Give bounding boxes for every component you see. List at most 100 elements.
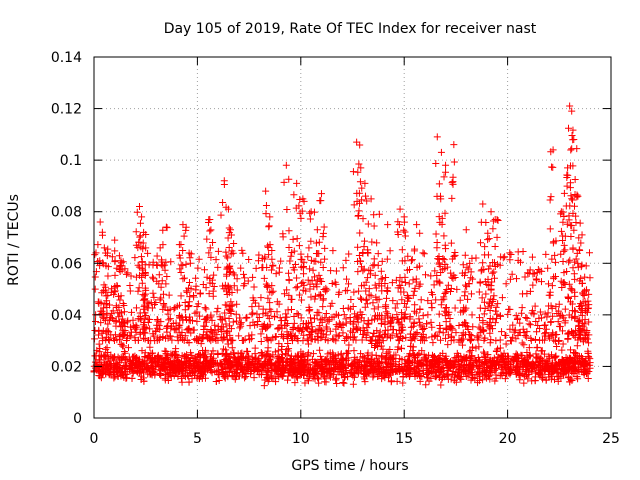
data-point — [107, 371, 115, 379]
data-point — [342, 315, 350, 323]
data-point — [167, 369, 175, 377]
data-point — [578, 360, 586, 368]
data-point — [523, 328, 531, 336]
data-point — [134, 365, 142, 373]
data-point — [185, 362, 193, 370]
data-point — [393, 377, 401, 385]
data-point — [195, 350, 203, 358]
data-point — [332, 374, 340, 382]
data-point — [531, 364, 539, 372]
data-point — [95, 372, 103, 380]
data-point — [468, 332, 476, 340]
data-point — [515, 371, 523, 379]
data-point — [278, 361, 286, 369]
data-point — [374, 362, 382, 370]
data-point — [186, 356, 194, 364]
data-point — [446, 364, 454, 372]
data-point — [374, 303, 382, 311]
data-point — [310, 370, 318, 378]
data-point — [250, 374, 258, 382]
data-point — [469, 343, 477, 351]
data-point — [553, 343, 561, 351]
data-point — [214, 367, 222, 375]
data-point — [208, 316, 216, 324]
data-point — [263, 368, 271, 376]
data-point — [525, 344, 533, 352]
data-point — [117, 340, 125, 348]
data-point — [573, 373, 581, 381]
data-point — [499, 254, 507, 262]
data-point — [149, 349, 157, 357]
data-point — [424, 297, 432, 305]
data-point — [121, 349, 129, 357]
data-point — [498, 294, 506, 302]
x-tick-label: 25 — [602, 431, 620, 447]
data-point — [398, 344, 406, 352]
data-point — [121, 356, 129, 364]
data-point — [480, 348, 488, 356]
data-point — [331, 361, 339, 369]
data-point — [505, 366, 513, 374]
data-point — [293, 364, 301, 372]
data-point — [428, 323, 436, 331]
data-point — [498, 328, 506, 336]
data-point — [556, 361, 564, 369]
data-point — [459, 363, 467, 371]
data-point — [431, 367, 439, 375]
data-point — [260, 382, 268, 390]
data-point — [232, 370, 240, 378]
data-point — [467, 290, 475, 298]
data-point — [296, 369, 304, 377]
data-point — [523, 314, 531, 322]
data-point — [512, 312, 520, 320]
data-point — [406, 350, 414, 358]
data-point — [512, 335, 520, 343]
data-point — [451, 304, 459, 312]
data-point — [179, 371, 187, 379]
data-point — [271, 366, 279, 374]
data-point — [257, 337, 265, 345]
data-point — [475, 288, 483, 296]
data-point — [213, 368, 221, 376]
data-point — [437, 381, 445, 389]
data-point — [103, 344, 111, 352]
data-point — [496, 336, 504, 344]
data-point — [375, 358, 383, 366]
data-point — [381, 367, 389, 375]
data-point — [423, 365, 431, 373]
data-point — [233, 366, 241, 374]
data-point — [533, 344, 541, 352]
data-point — [244, 363, 252, 371]
data-point — [121, 326, 129, 334]
data-point — [554, 318, 562, 326]
data-point — [171, 304, 179, 312]
data-point — [265, 375, 273, 383]
data-point — [494, 300, 502, 308]
data-point — [257, 349, 265, 357]
data-point — [219, 369, 227, 377]
data-point — [339, 378, 347, 386]
data-point — [370, 369, 378, 377]
data-point — [584, 374, 592, 382]
data-point — [283, 346, 291, 354]
data-point — [299, 350, 307, 358]
data-point — [512, 363, 520, 371]
data-point — [146, 325, 154, 333]
data-point — [286, 358, 294, 366]
data-point — [538, 370, 546, 378]
data-point — [316, 364, 324, 372]
y-tick-label: 0.1 — [60, 153, 82, 169]
data-point — [196, 351, 204, 359]
data-point — [215, 377, 223, 385]
data-point — [419, 367, 427, 375]
data-point — [501, 362, 509, 370]
data-point — [419, 326, 427, 334]
data-point — [467, 354, 475, 362]
data-point — [172, 345, 180, 353]
data-point — [255, 302, 263, 310]
data-point — [528, 253, 536, 261]
data-point — [197, 366, 205, 374]
data-point — [491, 377, 499, 385]
data-point — [435, 368, 443, 376]
data-point — [290, 313, 298, 320]
